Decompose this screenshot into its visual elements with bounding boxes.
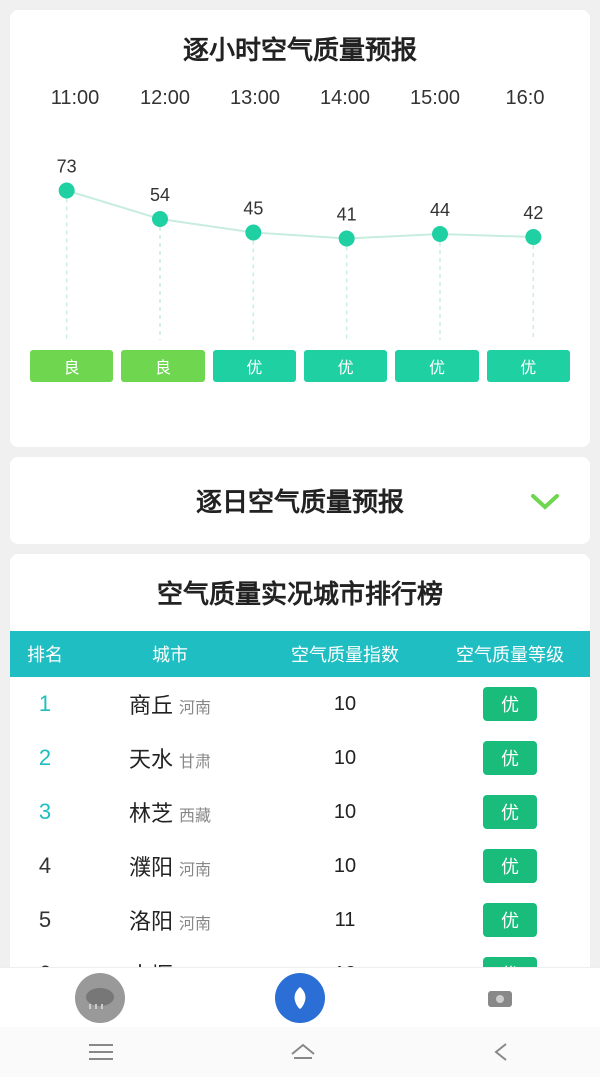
aqi-cell: 10 <box>260 855 430 878</box>
col-city: 城市 <box>80 631 260 677</box>
svg-text:73: 73 <box>57 157 77 177</box>
time-axis: 11:0012:0013:0014:0015:0016:0 <box>20 87 580 110</box>
quality-badge: 优 <box>487 350 570 382</box>
col-level: 空气质量等级 <box>430 631 590 677</box>
svg-text:54: 54 <box>150 185 170 205</box>
city-cell: 洛阳河南 <box>80 904 260 936</box>
line-chart: 73 54 45 41 44 42 <box>20 110 580 350</box>
svg-text:44: 44 <box>430 200 450 220</box>
city-ranking-card: 空气质量实况城市排行榜 排名 城市 空气质量指数 空气质量等级 1商丘河南10优… <box>10 554 590 1007</box>
hourly-forecast-card: 逐小时空气质量预报 11:0012:0013:0014:0015:0016:0 … <box>10 10 590 447</box>
ranking-body[interactable]: 1商丘河南10优2天水甘肃10优3林芝西藏10优4濮阳河南10优5洛阳河南11优… <box>10 677 590 1007</box>
daily-forecast-card[interactable]: 逐日空气质量预报 <box>10 457 590 544</box>
time-label: 11:00 <box>30 87 120 110</box>
chevron-down-icon <box>530 491 560 511</box>
time-label: 13:00 <box>210 87 300 110</box>
col-aqi: 空气质量指数 <box>260 631 430 677</box>
aqi-cell: 10 <box>260 693 430 716</box>
quality-badge: 良 <box>121 350 204 382</box>
time-label: 12:00 <box>120 87 210 110</box>
rank-cell: 1 <box>10 691 80 717</box>
city-cell: 濮阳河南 <box>80 850 260 882</box>
table-row[interactable]: 1商丘河南10优 <box>10 677 590 731</box>
time-label: 16:0 <box>480 87 570 110</box>
rank-cell: 5 <box>10 907 80 933</box>
more-tab[interactable] <box>475 973 525 1023</box>
table-row[interactable]: 4濮阳河南10优 <box>10 839 590 893</box>
level-cell: 优 <box>430 795 590 829</box>
rank-cell: 2 <box>10 745 80 771</box>
ranking-title: 空气质量实况城市排行榜 <box>10 574 590 611</box>
table-row[interactable]: 5洛阳河南11优 <box>10 893 590 947</box>
svg-text:42: 42 <box>523 203 543 223</box>
quality-badge: 优 <box>213 350 296 382</box>
table-row[interactable]: 2天水甘肃10优 <box>10 731 590 785</box>
quality-badge: 良 <box>30 350 113 382</box>
hourly-title: 逐小时空气质量预报 <box>10 30 590 67</box>
daily-title: 逐日空气质量预报 <box>196 482 404 519</box>
city-cell: 天水甘肃 <box>80 742 260 774</box>
menu-icon[interactable] <box>86 1040 116 1064</box>
city-cell: 商丘河南 <box>80 688 260 720</box>
aqi-cell: 10 <box>260 747 430 770</box>
rank-cell: 4 <box>10 853 80 879</box>
table-row[interactable]: 3林芝西藏10优 <box>10 785 590 839</box>
time-label: 14:00 <box>300 87 390 110</box>
svg-text:45: 45 <box>243 199 263 219</box>
system-nav <box>0 1027 600 1077</box>
level-cell: 优 <box>430 741 590 775</box>
quality-badge: 优 <box>304 350 387 382</box>
home-icon[interactable] <box>288 1040 318 1064</box>
svg-text:41: 41 <box>337 205 357 225</box>
level-cell: 优 <box>430 687 590 721</box>
hourly-chart: 11:0012:0013:0014:0015:0016:0 73 54 45 41 44… <box>10 87 590 427</box>
ranking-header: 排名 城市 空气质量指数 空气质量等级 <box>10 631 590 677</box>
col-rank: 排名 <box>10 631 80 677</box>
back-icon[interactable] <box>490 1040 514 1064</box>
bottom-nav <box>0 967 600 1027</box>
rank-cell: 3 <box>10 799 80 825</box>
level-cell: 优 <box>430 849 590 883</box>
air-quality-tab[interactable] <box>275 973 325 1023</box>
quality-badge: 优 <box>395 350 478 382</box>
quality-badges: 良良优优优优 <box>20 350 580 382</box>
level-cell: 优 <box>430 903 590 937</box>
city-cell: 林芝西藏 <box>80 796 260 828</box>
aqi-cell: 11 <box>260 909 430 932</box>
weather-tab[interactable] <box>75 973 125 1023</box>
time-label: 15:00 <box>390 87 480 110</box>
aqi-cell: 10 <box>260 801 430 824</box>
